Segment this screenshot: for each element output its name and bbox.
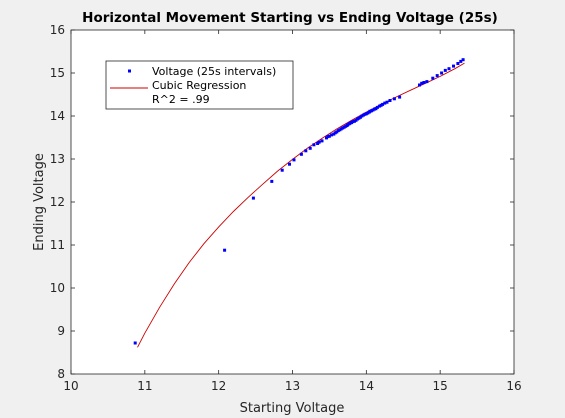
- data-point: [383, 101, 387, 105]
- scatter-points-group: [133, 58, 465, 345]
- data-point: [440, 71, 444, 75]
- y-axis-label: Ending Voltage: [32, 153, 47, 251]
- data-point: [251, 196, 255, 200]
- data-point: [388, 99, 392, 102]
- chart-title: Horizontal Movement Starting vs Ending V…: [82, 10, 498, 26]
- y-tick-label: 13: [50, 152, 65, 166]
- data-point: [292, 158, 296, 162]
- legend-marker-scatter: [128, 69, 131, 73]
- data-point: [461, 58, 465, 62]
- data-point: [304, 149, 308, 153]
- data-point: [320, 139, 324, 143]
- x-tick-label: 11: [137, 379, 152, 393]
- x-tick-label: 15: [433, 379, 448, 393]
- y-axis-ticks: 8 9 10 11 12 13 14 15 16: [50, 23, 514, 381]
- x-tick-label: 10: [63, 379, 78, 393]
- data-point: [435, 74, 439, 78]
- data-point: [288, 162, 291, 166]
- y-tick-label: 9: [57, 324, 65, 338]
- data-point: [299, 152, 303, 156]
- x-axis-label: Starting Voltage: [240, 401, 345, 416]
- data-point: [420, 81, 424, 85]
- x-tick-label: 13: [285, 379, 300, 393]
- y-tick-label: 11: [50, 238, 65, 252]
- y-tick-label: 16: [50, 23, 65, 37]
- x-axis-ticks: 10 11 12 13 14 15 16: [63, 30, 522, 393]
- data-point: [431, 76, 435, 80]
- legend-label-r-squared: R^2 = .99: [152, 93, 210, 106]
- legend-label-regression: Cubic Regression: [152, 79, 246, 92]
- x-tick-label: 16: [506, 379, 521, 393]
- data-point: [375, 105, 379, 109]
- data-point: [223, 248, 227, 252]
- data-point: [418, 83, 421, 87]
- data-point: [422, 81, 426, 84]
- legend-box: [105, 60, 294, 110]
- data-point: [443, 68, 447, 72]
- data-point: [398, 95, 402, 99]
- data-point: [425, 80, 429, 84]
- data-point: [317, 140, 321, 144]
- data-point: [456, 62, 460, 65]
- data-point: [270, 179, 274, 183]
- data-point: [327, 134, 331, 138]
- x-tick-label: 14: [359, 379, 374, 393]
- data-point: [459, 59, 463, 63]
- data-point: [381, 102, 385, 106]
- legend: Voltage (25s intervals) Cubic Regression…: [105, 60, 294, 110]
- data-point: [392, 97, 396, 101]
- y-tick-label: 8: [57, 367, 65, 381]
- y-tick-label: 12: [50, 195, 65, 209]
- y-tick-label: 14: [50, 109, 65, 123]
- y-tick-label: 10: [50, 281, 65, 295]
- data-point: [452, 64, 455, 68]
- data-point: [133, 341, 137, 345]
- y-tick-label: 15: [50, 66, 65, 80]
- data-point: [312, 143, 316, 147]
- data-point: [308, 146, 312, 150]
- data-point: [447, 67, 451, 71]
- data-point: [330, 133, 334, 137]
- data-point: [385, 100, 389, 104]
- legend-label-scatter: Voltage (25s intervals): [152, 65, 276, 78]
- x-tick-label: 12: [211, 379, 226, 393]
- data-point: [280, 168, 284, 172]
